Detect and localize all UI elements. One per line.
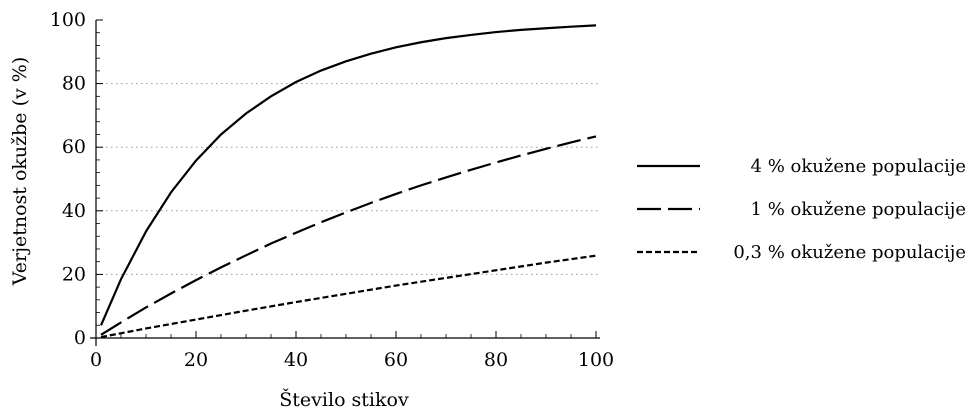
- y-tick-label: 60: [62, 136, 86, 158]
- y-tick-label: 20: [62, 263, 86, 285]
- x-tick-label: 40: [284, 349, 308, 371]
- y-tick-label: 0: [74, 327, 86, 349]
- legend-label: 0,3 % okužene populacije: [733, 242, 966, 263]
- y-tick-label: 40: [62, 200, 86, 222]
- legend: 4 % okužene populacije 1 % okužene popula…: [637, 156, 966, 263]
- series-line: [99, 24, 597, 326]
- y-tick-label: 80: [62, 73, 86, 95]
- series-line: [100, 135, 597, 336]
- x-tick-label: 0: [90, 349, 102, 371]
- axes: [90, 20, 600, 346]
- x-tick-label: 100: [578, 349, 614, 371]
- series-lines: [99, 24, 597, 339]
- series-line: [100, 254, 597, 339]
- x-tick-label: 60: [384, 349, 408, 371]
- x-tick-label: 80: [484, 349, 508, 371]
- y-tick-label: 100: [50, 9, 86, 31]
- legend-label: 1 % okužene populacije: [751, 199, 966, 220]
- x-axis-title: Število stikov: [279, 388, 409, 411]
- grid-lines: [96, 83, 600, 275]
- x-tick-label: 20: [184, 349, 208, 371]
- y-axis-title: Verjetnost okužbe (v %): [9, 57, 31, 286]
- ticks: 0 20 40 60 80 100 0 20 40 60 80 100: [50, 9, 614, 371]
- legend-label: 4 % okužene populacije: [751, 156, 966, 177]
